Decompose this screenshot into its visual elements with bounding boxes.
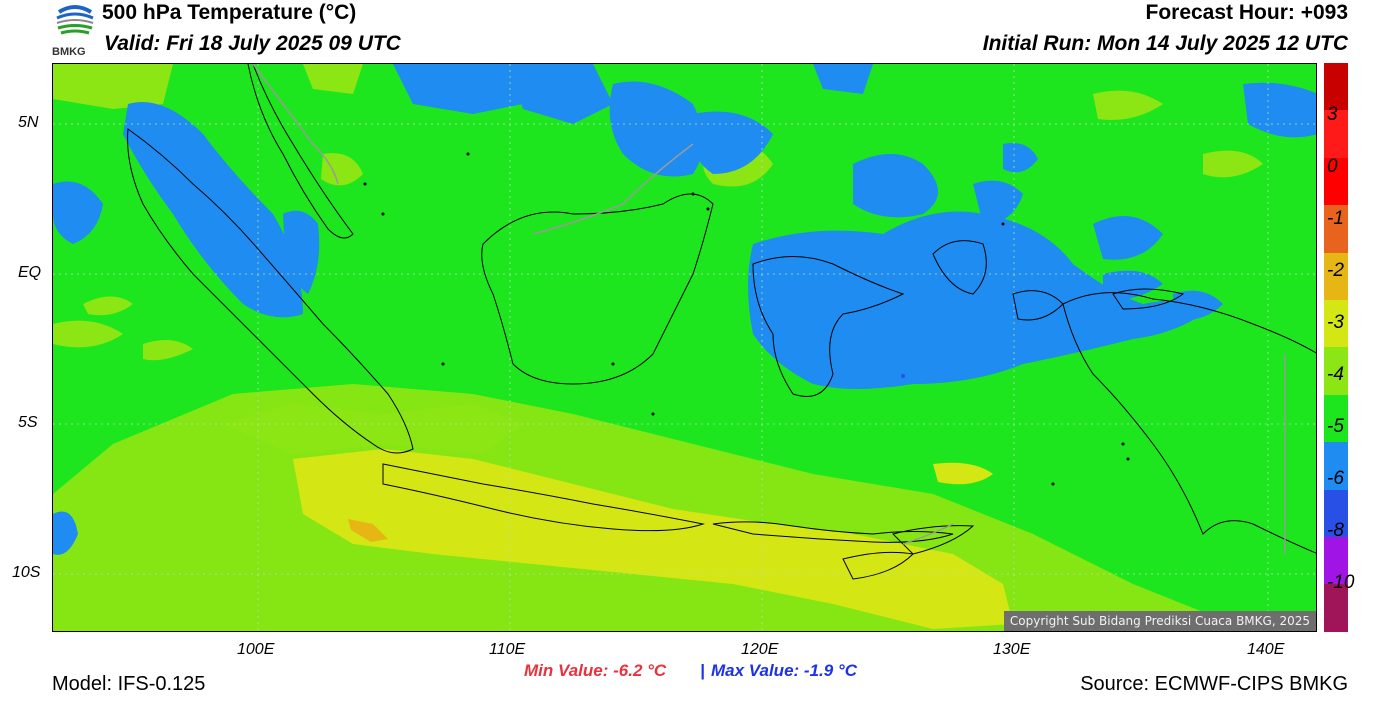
map-title: 500 hPa Temperature (°C) xyxy=(102,1,357,24)
colorbar-label: -6 xyxy=(1327,468,1344,489)
colorbar-label: -8 xyxy=(1327,520,1344,541)
colorbar-swatch xyxy=(1324,63,1348,111)
max-value: Max Value: -1.9 °C xyxy=(711,661,857,680)
colorbar-swatch xyxy=(1324,489,1348,538)
model-label: Model: IFS-0.125 xyxy=(52,673,206,695)
colorbar-swatch xyxy=(1324,205,1348,253)
colorbar-label: -4 xyxy=(1327,364,1344,385)
lon-label-140e: 140E xyxy=(1247,641,1285,658)
min-value: Min Value: -6.2 °C xyxy=(524,661,667,680)
lon-label-100e: 100E xyxy=(237,641,275,658)
forecast-hour: Forecast Hour: +093 xyxy=(1145,1,1349,24)
source-label: Source: ECMWF-CIPS BMKG xyxy=(1080,673,1348,695)
lon-label-130e: 130E xyxy=(993,641,1031,658)
logo-text: BMKG xyxy=(52,46,86,58)
colorbar-label: -5 xyxy=(1327,416,1344,437)
valid-time: Valid: Fri 18 July 2025 09 UTC xyxy=(104,32,401,55)
colorbar-label: 0 xyxy=(1327,156,1338,177)
bmkg-logo xyxy=(56,3,94,35)
colorbar-label: -10 xyxy=(1327,572,1355,593)
lon-label-120e: 120E xyxy=(741,641,779,658)
colorbar-label: 3 xyxy=(1327,104,1338,125)
colorbar-swatch xyxy=(1324,347,1348,395)
lat-label-5s: 5S xyxy=(18,414,38,431)
colorbar-swatch xyxy=(1324,537,1348,585)
colorbar-swatch xyxy=(1324,252,1348,301)
copyright-notice: Copyright Sub Bidang Prediksi Cuaca BMKG… xyxy=(1003,611,1316,631)
initial-run: Initial Run: Mon 14 July 2025 12 UTC xyxy=(982,32,1348,55)
lat-label-10s: 10S xyxy=(12,564,41,581)
colorbar-swatch xyxy=(1324,300,1348,348)
colorbar-label: -2 xyxy=(1327,260,1344,281)
colorbar-swatch xyxy=(1324,394,1348,443)
colorbar-swatch xyxy=(1324,157,1348,206)
colorbar-swatch xyxy=(1324,442,1348,490)
lat-label-eq: EQ xyxy=(18,264,42,281)
colorbar-label: -3 xyxy=(1327,312,1344,333)
temperature-map: Copyright Sub Bidang Prediksi Cuaca BMKG… xyxy=(52,63,1317,632)
lon-label-110e: 110E xyxy=(489,641,526,658)
lat-label-5n: 5N xyxy=(18,114,39,131)
colorbar-swatch xyxy=(1324,584,1348,632)
colorbar xyxy=(1324,63,1348,632)
colorbar-label: -1 xyxy=(1327,208,1344,229)
colorbar-swatch xyxy=(1324,110,1348,158)
stats-separator: | xyxy=(700,661,705,680)
